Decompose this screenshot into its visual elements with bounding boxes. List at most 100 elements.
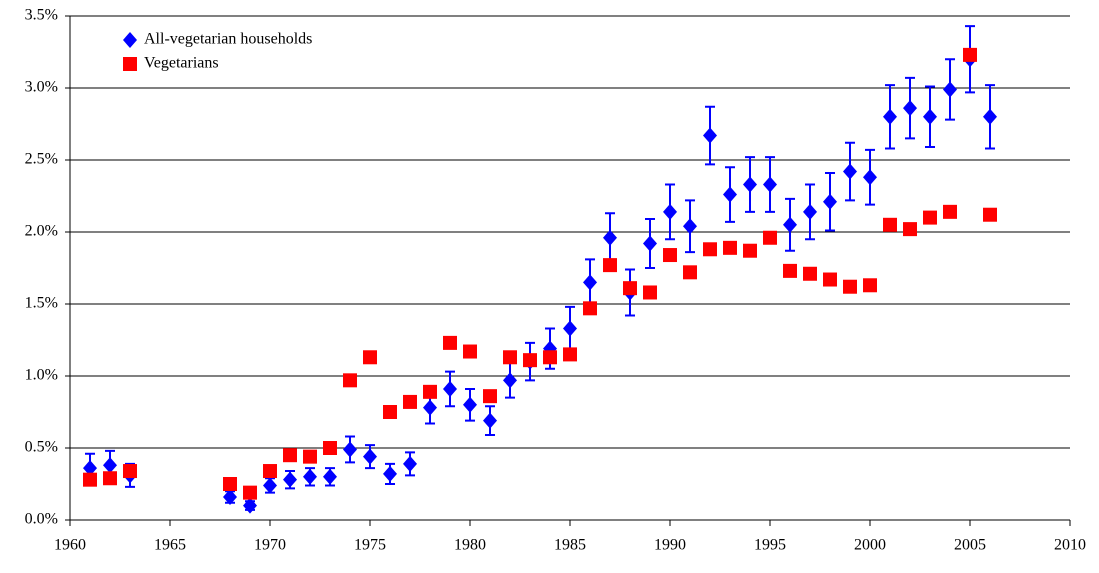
point bbox=[723, 240, 737, 255]
point bbox=[403, 394, 417, 409]
y-tick-label: 2.5% bbox=[25, 151, 58, 168]
legend-label: All-vegetarian households bbox=[144, 31, 312, 48]
point bbox=[463, 344, 477, 359]
point bbox=[483, 412, 497, 429]
point bbox=[243, 485, 257, 500]
x-tick-label: 1990 bbox=[654, 537, 686, 554]
point bbox=[563, 347, 577, 362]
point bbox=[883, 108, 897, 125]
y-tick-label: 0.0% bbox=[25, 511, 58, 528]
point bbox=[843, 279, 857, 294]
y-tick-label: 3.0% bbox=[25, 79, 58, 96]
point bbox=[723, 186, 737, 203]
point bbox=[283, 471, 297, 488]
point bbox=[743, 176, 757, 193]
point bbox=[563, 320, 577, 337]
point bbox=[303, 468, 317, 485]
point bbox=[223, 477, 237, 491]
point bbox=[503, 350, 517, 365]
x-tick-label: 2000 bbox=[854, 537, 886, 554]
point bbox=[583, 274, 597, 291]
point bbox=[903, 222, 917, 237]
point bbox=[363, 350, 377, 365]
point bbox=[943, 81, 957, 98]
point bbox=[383, 465, 397, 482]
point bbox=[763, 176, 777, 193]
point bbox=[663, 203, 677, 220]
point bbox=[83, 472, 97, 487]
point bbox=[823, 272, 837, 287]
x-tick-label: 1965 bbox=[154, 537, 186, 554]
point bbox=[783, 263, 797, 278]
point bbox=[503, 372, 517, 389]
point bbox=[923, 210, 937, 225]
point bbox=[763, 230, 777, 245]
point bbox=[903, 100, 917, 117]
y-tick-label: 1.0% bbox=[25, 367, 58, 384]
x-tick-label: 1975 bbox=[354, 537, 386, 554]
point bbox=[483, 389, 497, 404]
x-tick-label: 1985 bbox=[554, 537, 586, 554]
point bbox=[823, 193, 837, 210]
point bbox=[543, 350, 557, 365]
y-tick-label: 1.5% bbox=[25, 295, 58, 312]
point bbox=[83, 460, 97, 477]
y-tick-label: 3.5% bbox=[25, 7, 58, 24]
point bbox=[263, 477, 277, 494]
point bbox=[943, 204, 957, 219]
point bbox=[803, 266, 817, 281]
point bbox=[863, 278, 877, 293]
point bbox=[703, 127, 717, 144]
point bbox=[703, 242, 717, 257]
point bbox=[343, 441, 357, 458]
point bbox=[463, 396, 477, 413]
point bbox=[403, 455, 417, 472]
point bbox=[343, 373, 357, 388]
point bbox=[623, 281, 637, 296]
x-tick-label: 2010 bbox=[1054, 537, 1086, 554]
point bbox=[603, 229, 617, 246]
point bbox=[283, 448, 297, 463]
point bbox=[443, 380, 457, 397]
y-tick-label: 0.5% bbox=[25, 439, 58, 456]
point bbox=[103, 471, 117, 486]
legend-marker bbox=[123, 32, 137, 48]
point bbox=[683, 218, 697, 235]
legend-label: Vegetarians bbox=[144, 55, 219, 72]
point bbox=[923, 108, 937, 125]
point bbox=[263, 464, 277, 479]
point bbox=[363, 448, 377, 465]
point bbox=[603, 258, 617, 273]
point bbox=[783, 216, 797, 233]
x-tick-label: 2005 bbox=[954, 537, 986, 554]
x-tick-label: 1980 bbox=[454, 537, 486, 554]
point bbox=[683, 265, 697, 280]
point bbox=[123, 464, 137, 479]
point bbox=[243, 497, 257, 514]
point bbox=[323, 468, 337, 485]
point bbox=[223, 488, 237, 505]
point bbox=[963, 47, 977, 62]
y-tick-label: 2.0% bbox=[25, 223, 58, 240]
point bbox=[663, 248, 677, 263]
point bbox=[383, 405, 397, 419]
point bbox=[843, 163, 857, 180]
point bbox=[423, 384, 437, 399]
point bbox=[883, 217, 897, 232]
point bbox=[983, 207, 997, 222]
x-tick-label: 1960 bbox=[54, 537, 86, 554]
point bbox=[983, 108, 997, 125]
point bbox=[523, 353, 537, 368]
point bbox=[303, 449, 317, 464]
point bbox=[643, 285, 657, 300]
legend-marker bbox=[123, 57, 137, 71]
x-tick-label: 1970 bbox=[254, 537, 286, 554]
point bbox=[803, 203, 817, 220]
point bbox=[643, 235, 657, 252]
point bbox=[863, 169, 877, 186]
point bbox=[743, 243, 757, 258]
x-tick-label: 1995 bbox=[754, 537, 786, 554]
point bbox=[423, 399, 437, 416]
point bbox=[103, 457, 117, 474]
